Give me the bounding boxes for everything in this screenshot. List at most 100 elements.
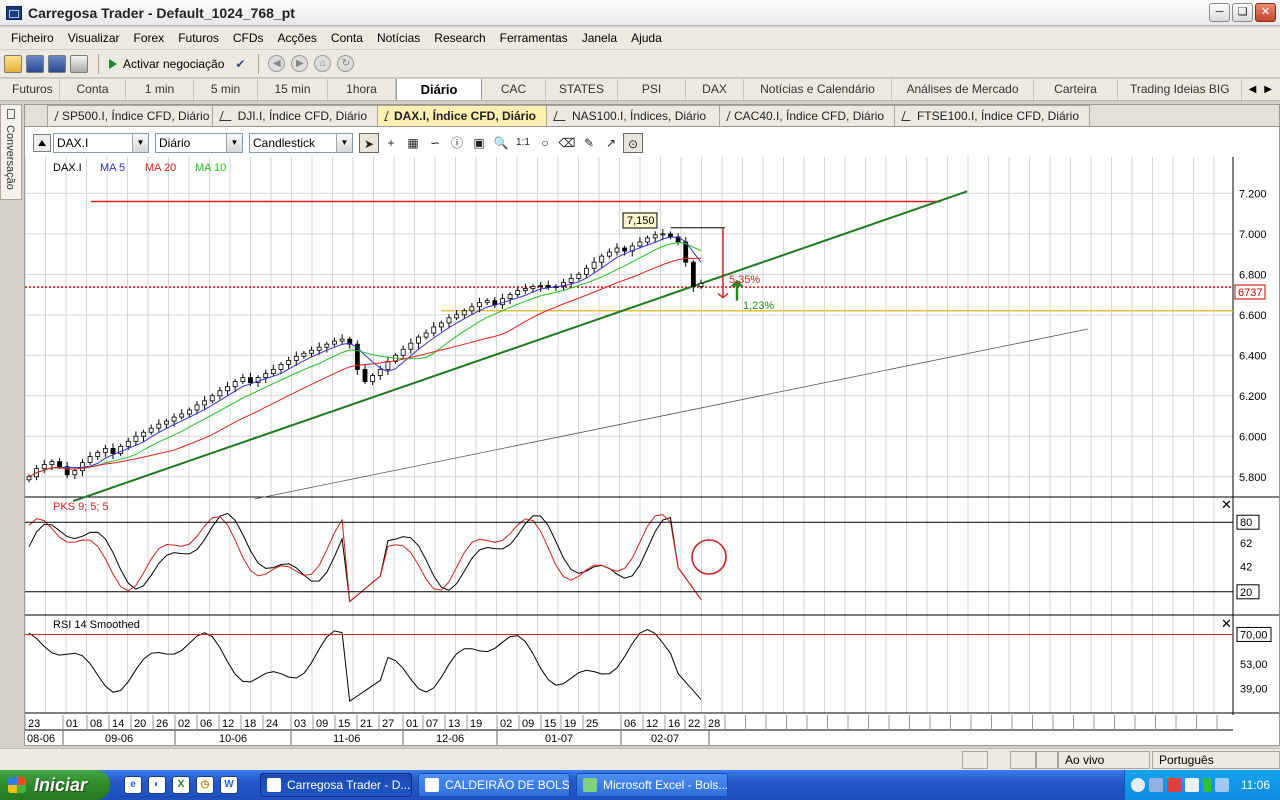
conversation-panel-tab[interactable]: Conversação [0,104,22,200]
status-icon-1[interactable] [962,751,988,769]
legend-ma5[interactable]: MA 5 [100,162,125,174]
zoom-area-tool-icon[interactable]: ▣ [473,136,485,150]
quicklaunch-ie-icon[interactable]: e [124,776,142,794]
peak-box[interactable] [622,212,658,229]
indicator-tool-icon[interactable]: ∽ [429,136,441,150]
tab-diario[interactable]: Diário [396,79,482,100]
tab-psi[interactable]: PSI [618,79,686,100]
tab-futuros[interactable]: Futuros [0,79,60,100]
chart-tab-cac40[interactable]: CAC40.I, Índice CFD, Diário [719,105,895,126]
quicklaunch-excel-icon[interactable]: X [172,776,190,794]
scale-tool-icon[interactable]: 1:1 [516,137,530,148]
save-icon[interactable] [26,54,44,73]
chart-tab-nas100[interactable]: NAS100.I, Índices, Diário [546,105,720,126]
quicklaunch-browser-icon[interactable]: ◐ [148,776,166,794]
chart-tab-dax[interactable]: DAX.I, Índice CFD, Diário [377,105,547,126]
chart-tab-dji[interactable]: DJI.I, Índice CFD, Diário [212,105,378,126]
start-button[interactable]: Iniciar [0,770,110,800]
refresh-icon[interactable]: ↻ [337,55,355,72]
task-caldeirao[interactable]: CALDEIRÃO DE BOLS... [418,773,570,797]
pointer-tool-icon[interactable]: ➤ [359,133,379,153]
menu-forex[interactable]: Forex [133,31,165,45]
price-chart[interactable]: 7.200 7.000 6.800 6.600 6.400 6.200 6.000 5.800… [25,157,1279,745]
tab-analises-mercado[interactable]: Análises de Mercado [892,79,1034,100]
chevron-down-icon[interactable]: ▼ [226,134,242,152]
task-carregosa[interactable]: Carregosa Trader - D... [260,773,412,797]
chart-tab-ftse100[interactable]: FTSE100.I, Índice CFD, Diário [894,105,1090,126]
back-icon[interactable]: ◀ [268,55,286,72]
circle-tool-icon[interactable]: ○ [541,136,549,150]
close-button[interactable]: ✕ [1255,3,1276,22]
close-pks-icon[interactable]: ✕ [1221,497,1232,512]
eraser-tool-icon[interactable]: ⌫ [558,136,576,150]
quicklaunch-clock-icon[interactable]: ◷ [196,776,214,794]
pin-icon[interactable] [7,109,15,119]
tab-scroll-right-icon[interactable]: ▶ [1264,84,1272,95]
activate-trading-button[interactable]: Activar negociação [123,56,225,71]
collapse-up-icon[interactable] [33,134,51,152]
tab-states[interactable]: STATES [546,79,618,100]
restore-button[interactable]: ❏ [1232,3,1253,22]
tray-icon[interactable] [1215,778,1229,792]
tab-1min[interactable]: 1 min [126,79,194,100]
menu-ajuda[interactable]: Ajuda [631,31,662,45]
multi-tool-icon[interactable]: ⊙ [623,133,643,153]
task-excel[interactable]: Microsoft Excel - Bols... [576,773,728,797]
tray-icon[interactable] [1149,778,1163,792]
quicklaunch-word-icon[interactable]: W [220,776,238,794]
tray-icon[interactable] [1203,778,1211,792]
tab-noticias-calendario[interactable]: Notícias e Calendário [744,79,892,100]
print-icon[interactable] [70,54,88,73]
tab-15min[interactable]: 15 min [258,79,328,100]
status-icon-2[interactable] [1010,751,1036,769]
menu-cfds[interactable]: CFDs [232,31,264,45]
line-tool-icon[interactable]: ↗ [605,136,617,150]
play-icon[interactable] [109,58,117,69]
legend-symbol[interactable]: DAX.I [53,162,82,174]
tab-carteira[interactable]: Carteira [1034,79,1118,100]
chevron-down-icon[interactable]: ▼ [336,134,352,152]
tab-1hora[interactable]: 1hora [328,79,396,100]
minimize-button[interactable]: ─ [1209,3,1230,22]
menu-janela[interactable]: Janela [581,31,618,45]
tab-dax[interactable]: DAX [686,79,744,100]
check-icon[interactable]: ✔ [235,56,246,71]
legend-ma10[interactable]: MA 10 [195,162,226,174]
crosshair-tool-icon[interactable]: + [387,136,395,150]
home-icon[interactable]: ⌂ [314,55,332,72]
menu-research[interactable]: Research [434,31,486,45]
pks-label[interactable]: PKS 9; 5; 5 [53,501,109,513]
menu-ferramentas[interactable]: Ferramentas [499,31,568,45]
menu-conta[interactable]: Conta [330,31,363,45]
lock-icon[interactable] [1036,751,1058,769]
tab-5min[interactable]: 5 min [194,79,258,100]
menu-visualizar[interactable]: Visualizar [67,31,120,45]
zoom-tool-icon[interactable]: 🔍 [493,136,509,150]
paint-tool-icon[interactable]: ✎ [583,136,595,150]
legend-ma20[interactable]: MA 20 [145,162,176,174]
tray-icon[interactable] [1167,778,1181,792]
chart-type-select[interactable]: Candlestick ▼ [249,133,353,153]
close-rsi-icon[interactable]: ✕ [1221,616,1232,631]
menu-futuros[interactable]: Futuros [178,31,219,45]
rsi-label[interactable]: RSI 14 Smoothed [53,619,140,631]
info-tool-icon[interactable]: ⓘ [450,136,463,150]
forward-icon[interactable]: ▶ [291,55,309,72]
period-select[interactable]: Diário ▼ [155,133,243,153]
tab-trading-ideias[interactable]: Trading Ideias BIG [1118,79,1242,100]
tray-icon[interactable] [1131,778,1145,792]
chart-tab-sp500[interactable]: SP500.I, Índice CFD, Diário [47,105,213,126]
tab-cac[interactable]: CAC [482,79,546,100]
chevron-down-icon[interactable]: ▼ [132,134,148,152]
save-as-icon[interactable] [48,54,66,73]
menu-noticias[interactable]: Notícias [376,31,421,45]
menu-accoes[interactable]: Acções [277,31,317,45]
menu-ficheiro[interactable]: Ficheiro [11,31,54,45]
language[interactable]: Português [1152,751,1280,769]
tab-conta[interactable]: Conta [60,79,126,100]
tray-icon[interactable] [1185,778,1199,792]
symbol-select[interactable]: DAX.I ▼ [53,133,149,153]
grid-tool-icon[interactable]: ▦ [407,136,419,150]
open-folder-icon[interactable] [4,54,22,73]
tab-scroll-left-icon[interactable]: ◀ [1248,84,1257,95]
